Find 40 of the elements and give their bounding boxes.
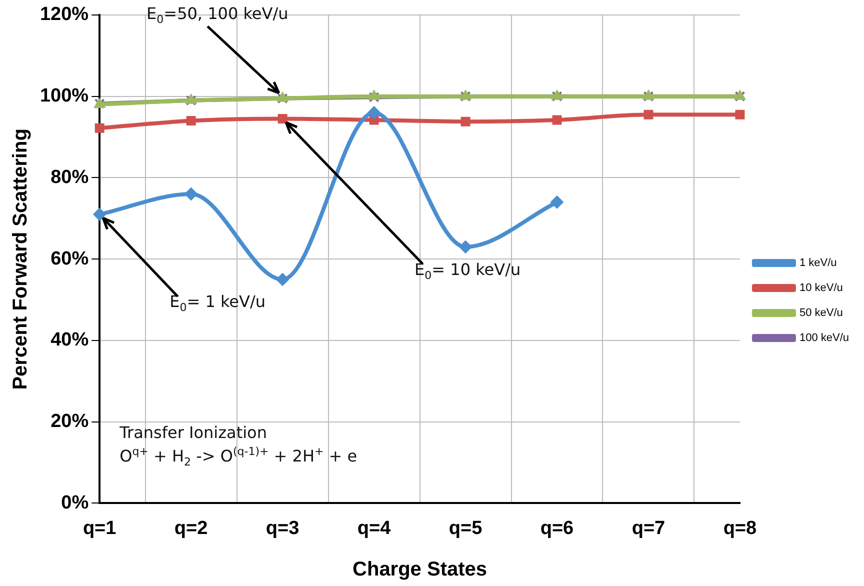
legend-label: 100 keV/u	[799, 332, 850, 344]
annotation: E$_{0}$= 10 keV/u	[414, 260, 521, 282]
y-tick-label: 60%	[50, 248, 89, 270]
y-tick-label: 20%	[50, 411, 89, 432]
point	[460, 116, 470, 126]
text: O$^{q+}$ + H$_{2}$ -> O$^{(q-1)+}$ + 2H$^{+}$ + e	[120, 445, 358, 469]
point	[552, 115, 562, 125]
x-tick-label: q=7	[632, 518, 666, 539]
point	[93, 208, 106, 221]
x-tick-label: q=8	[723, 518, 757, 539]
legend-label: 10 keV/u	[799, 282, 843, 294]
x-tick-label: q=6	[540, 518, 574, 539]
point	[368, 106, 381, 120]
annotation: E$_{0}$=50, 100 keV/u	[146, 4, 288, 27]
point	[184, 188, 198, 201]
point	[550, 196, 564, 209]
y-tick-label: 80%	[50, 166, 89, 188]
y-tick-label: 100%	[40, 86, 89, 107]
y-tick-label: 0%	[61, 492, 89, 514]
point	[278, 114, 288, 124]
annotation: Transfer Ionization	[120, 423, 267, 442]
x-axis-title: Charge States	[352, 558, 488, 581]
y-tick-label: 40%	[50, 330, 89, 351]
point	[368, 92, 380, 102]
legend-label: 50 keV/u	[799, 307, 843, 320]
x-tick-label: q=4	[357, 518, 392, 539]
legend-label: 1 keV/u	[799, 257, 837, 270]
annotation: E$_{0}$= 1 keV/u	[170, 292, 266, 315]
point	[276, 272, 290, 286]
x-tick-label: q=2	[174, 518, 208, 539]
x-tick-label: q=5	[448, 518, 483, 539]
point	[186, 116, 196, 126]
point	[644, 110, 654, 120]
point	[459, 240, 472, 254]
y-axis-title: Percent Forward Scattering	[10, 128, 32, 390]
point	[735, 110, 745, 120]
point	[94, 123, 104, 133]
x-tick-label: q=1	[82, 518, 117, 539]
y-tick-label: 120%	[40, 4, 89, 26]
x-tick-label: q=3	[266, 518, 300, 539]
